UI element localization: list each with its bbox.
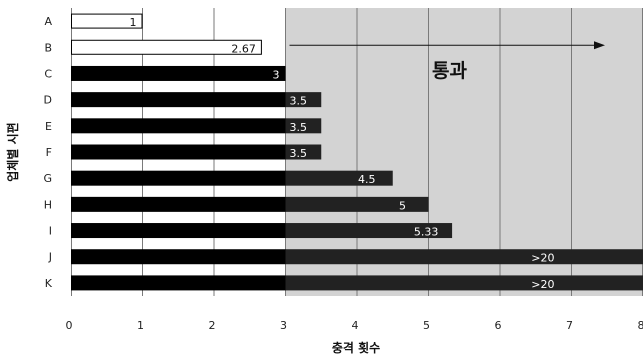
bar xyxy=(285,275,643,291)
x-tick-label: 0 xyxy=(66,319,73,332)
pass-arrow xyxy=(289,41,605,50)
bar xyxy=(285,196,429,212)
data-label: 5 xyxy=(399,199,406,212)
bar xyxy=(71,39,262,55)
bars xyxy=(71,13,643,291)
pass-region xyxy=(285,8,643,296)
data-label: 3.5 xyxy=(290,95,308,108)
category-label: B xyxy=(44,41,52,54)
data-label: 4.5 xyxy=(358,173,376,186)
bar xyxy=(71,144,286,160)
x-tick-label: 8 xyxy=(638,319,643,332)
data-label: >20 xyxy=(531,252,554,265)
x-tick-label: 5 xyxy=(423,319,430,332)
data-label: 1 xyxy=(130,16,137,29)
bar xyxy=(285,118,322,134)
x-tick-label: 6 xyxy=(495,319,502,332)
bar xyxy=(71,13,143,29)
category-label: J xyxy=(48,251,52,264)
x-tick-labels: 0 1 2 3 4 5 6 7 8 xyxy=(66,319,643,332)
pass-annotation: 통과 xyxy=(432,60,467,82)
data-labels: 1 2.67 3 3.5 3.5 3.5 4.5 5 5.33 >20 >20 xyxy=(130,16,555,291)
data-label: 2.67 xyxy=(231,42,256,55)
y-axis-title: 업체별 시편 xyxy=(5,122,20,181)
data-label: 3.5 xyxy=(290,121,308,134)
bar xyxy=(71,275,286,291)
data-label: 3.5 xyxy=(290,147,308,160)
category-label: E xyxy=(45,120,52,133)
bar xyxy=(285,144,322,160)
bar xyxy=(285,92,322,108)
bar xyxy=(71,92,286,108)
x-tick-label: 4 xyxy=(352,319,359,332)
data-label: >20 xyxy=(531,278,554,291)
x-tick-label: 1 xyxy=(137,319,144,332)
bar xyxy=(71,196,286,212)
bar xyxy=(71,223,286,239)
x-tick-label: 7 xyxy=(566,319,573,332)
bar xyxy=(285,249,643,265)
bar xyxy=(71,249,286,265)
category-label: C xyxy=(44,67,52,80)
category-label: F xyxy=(46,146,52,159)
bar xyxy=(71,170,286,186)
category-label: G xyxy=(43,172,52,185)
category-label: H xyxy=(44,198,52,211)
bar xyxy=(71,118,286,134)
bar xyxy=(285,223,453,239)
category-label: I xyxy=(49,225,52,238)
category-label: K xyxy=(45,277,53,290)
x-tick-label: 2 xyxy=(209,319,216,332)
category-label: D xyxy=(44,94,52,107)
data-label: 3 xyxy=(273,68,280,81)
bar xyxy=(285,170,393,186)
bar xyxy=(71,65,286,81)
data-label: 5.33 xyxy=(414,226,439,239)
category-label: A xyxy=(44,15,52,28)
x-tick-label: 3 xyxy=(280,319,287,332)
x-axis-title: 충격 횟수 xyxy=(332,340,380,355)
